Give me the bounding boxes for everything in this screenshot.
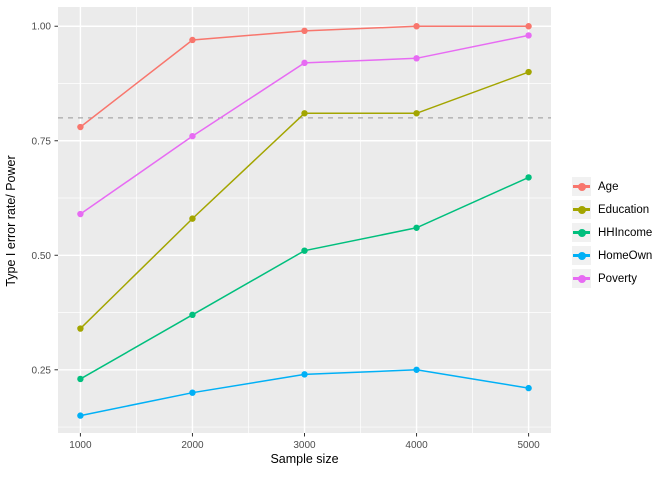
series-point-hhincome-2000 [189, 311, 196, 319]
legend-item-age: Age [572, 175, 652, 198]
series-point-age-5000 [525, 23, 532, 30]
legend-key-homeown [572, 246, 591, 265]
legend-key-dot [577, 182, 586, 191]
legend-label-poverty: Poverty [598, 272, 637, 285]
legend-label-age: Age [598, 180, 619, 193]
legend-item-hhincome: HHIncome [572, 221, 652, 244]
legend-key-poverty [572, 269, 591, 288]
legend-item-poverty: Poverty [572, 267, 652, 290]
series-point-age-2000 [189, 36, 196, 44]
x-tick-label-2000: 2000 [181, 440, 204, 451]
y-axis-title: Type I error rate/ Power [4, 155, 18, 287]
legend-label-hhincome: HHIncome [598, 226, 653, 239]
series-point-age-4000 [413, 23, 420, 30]
series-point-poverty-2000 [189, 132, 196, 140]
x-tick-label-5000: 5000 [517, 440, 540, 451]
legend-key-dot [577, 228, 586, 237]
x-tick-label-1000: 1000 [69, 440, 92, 451]
x-axis-title: Sample size [270, 452, 339, 466]
x-tick-label-4000: 4000 [405, 440, 428, 451]
series-point-education-3000 [301, 110, 308, 117]
series-point-homeown-1000 [77, 412, 84, 419]
series-point-education-5000 [525, 68, 532, 76]
x-tick-label-3000: 3000 [293, 440, 316, 451]
legend-key-dot [577, 274, 586, 283]
legend-label-homeown: HomeOwn [598, 249, 653, 262]
series-point-age-1000 [77, 123, 84, 131]
series-point-education-2000 [189, 215, 196, 222]
series-point-homeown-5000 [525, 384, 532, 392]
series-point-education-4000 [413, 110, 420, 117]
series-point-poverty-4000 [413, 55, 420, 62]
series-point-education-1000 [77, 325, 84, 332]
series-point-poverty-3000 [301, 59, 308, 67]
series-point-hhincome-1000 [77, 375, 84, 383]
series-point-homeown-4000 [413, 366, 420, 373]
series-point-age-3000 [301, 27, 308, 35]
legend-key-education [572, 200, 591, 219]
legend-key-dot [577, 205, 586, 214]
series-point-hhincome-5000 [525, 174, 532, 181]
y-tick-label-1.00: 1.00 [32, 22, 52, 33]
legend-key-age [572, 177, 591, 196]
series-point-poverty-1000 [77, 210, 84, 218]
legend-item-education: Education [572, 198, 652, 221]
y-tick-label-0.75: 0.75 [32, 136, 52, 147]
series-point-hhincome-4000 [413, 224, 420, 231]
legend-key-dot [577, 251, 586, 260]
legend: Age Education HHIncome HomeOwn Poverty [572, 175, 652, 290]
y-tick-label-0.50: 0.50 [32, 251, 52, 262]
legend-key-hhincome [572, 223, 591, 242]
y-tick-label-0.25: 0.25 [32, 365, 52, 376]
series-point-homeown-2000 [189, 389, 196, 396]
series-point-hhincome-3000 [301, 247, 308, 254]
series-point-homeown-3000 [301, 371, 308, 378]
series-point-poverty-5000 [525, 32, 532, 39]
legend-item-homeown: HomeOwn [572, 244, 652, 267]
legend-label-education: Education [598, 203, 650, 216]
